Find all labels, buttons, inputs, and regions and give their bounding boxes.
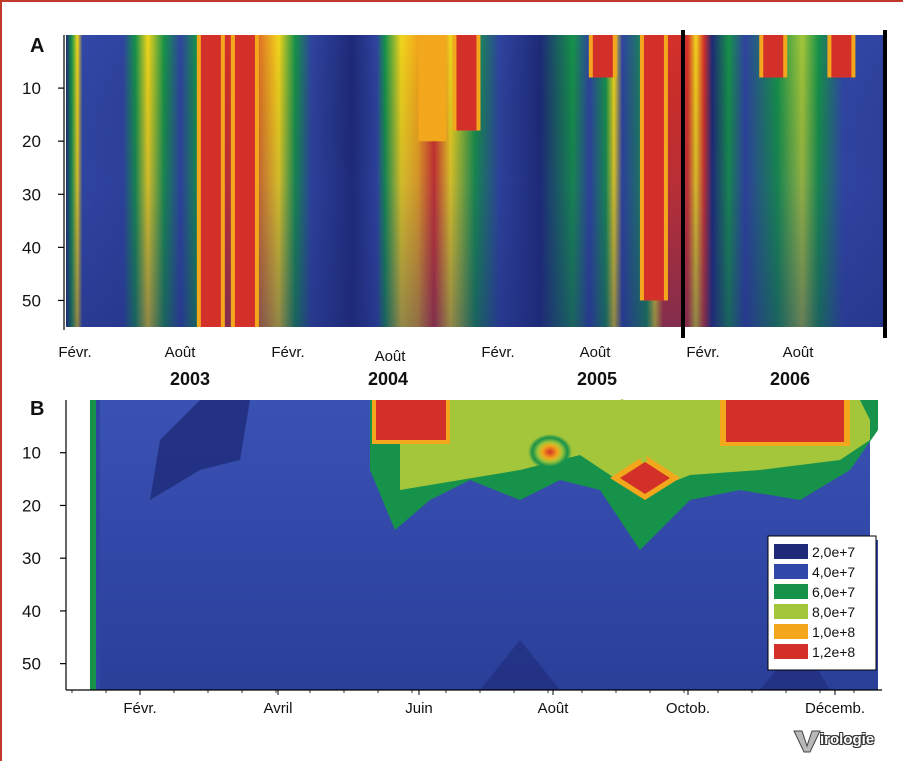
panel-a-label: A <box>30 35 44 57</box>
panel-b-x-tick-label: Juin <box>405 700 433 717</box>
panel-a-y-ticks: 10 20 30 40 50 <box>22 79 64 310</box>
panel-a-year-label: 2005 <box>577 369 617 389</box>
legend-label: 8,0e+7 <box>812 604 855 620</box>
panel-a-y-tick-label: 30 <box>22 185 41 204</box>
panel-a-hot-band <box>831 35 852 78</box>
panel-b-x-tick-label: Octob. <box>666 700 710 717</box>
virologie-logo: irologie <box>792 728 900 754</box>
panel-a-x-tick-label: Févr. <box>58 344 91 361</box>
panel-a-x-tick-label: Août <box>783 344 815 361</box>
panel-b-x-tick-label: Avril <box>264 700 293 717</box>
logo-text: irologie <box>820 731 875 748</box>
panel-a-x-tick-label: Févr. <box>686 344 719 361</box>
panel-b-x-tick-label: Févr. <box>123 700 156 717</box>
legend-items: 2,0e+7 4,0e+7 6,0e+7 8,0e+7 1,0e+8 1,2e+8 <box>774 544 855 660</box>
legend-label: 6,0e+7 <box>812 584 855 600</box>
panel-a-x-tick-label: Août <box>580 344 612 361</box>
panel-b-x-ticks: Févr. Avril Juin Août Octob. Décemb. <box>71 690 865 717</box>
legend-label: 1,0e+8 <box>812 624 855 640</box>
panel-b-label: B <box>30 398 44 420</box>
panel-a-x-ticks: Févr. Août Févr. Août Févr. Août Févr. Août <box>58 344 814 365</box>
panel-b-y-tick-label: 40 <box>22 602 41 621</box>
panel-b-dark-region <box>150 400 250 500</box>
panel-b-y-tick-label: 30 <box>22 549 41 568</box>
panel-b-hot-june <box>376 400 446 440</box>
panel-a-x-tick-label: Févr. <box>481 344 514 361</box>
panel-a-year-label: 2004 <box>368 369 408 389</box>
panel-b-hot-september <box>620 462 670 494</box>
panel-b-hot-november <box>726 400 844 442</box>
panel-a-y-tick-label: 50 <box>22 291 41 310</box>
panel-b-x-tick-label: Décemb. <box>805 700 865 717</box>
logo-v-icon <box>793 730 821 753</box>
legend-swatch <box>774 644 808 659</box>
frame-left-border <box>0 0 2 761</box>
panel-a-x-tick-label: Août <box>165 344 197 361</box>
panel-b-y-ticks: 10 20 30 40 50 <box>22 444 66 674</box>
panel-b: 10 20 30 40 50 Févr. Avril Juin Août Octob. Décem… <box>22 398 882 717</box>
panel-a-hot-band <box>763 35 784 78</box>
panel-a-year-labels: 2003 2004 2005 2006 <box>170 369 810 389</box>
panel-a-x-tick-label: Févr. <box>271 344 304 361</box>
legend-label: 1,2e+8 <box>812 644 855 660</box>
legend: 2,0e+7 4,0e+7 6,0e+7 8,0e+7 1,0e+8 1,2e+8 <box>767 535 877 671</box>
legend-label: 2,0e+7 <box>812 544 855 560</box>
legend-swatch <box>774 544 808 559</box>
panel-a-y-tick-label: 40 <box>22 238 41 257</box>
legend-swatch <box>774 564 808 579</box>
panel-a-hot-band <box>643 35 664 301</box>
legend-swatch <box>774 584 808 599</box>
panel-b-y-tick-label: 50 <box>22 655 41 674</box>
legend-label: 4,0e+7 <box>812 564 855 580</box>
panel-a-hot-band <box>234 35 255 327</box>
legend-swatch <box>774 604 808 619</box>
frame-top-border <box>0 0 903 2</box>
panel-a-y-tick-label: 20 <box>22 132 41 151</box>
panel-a-bands <box>196 35 856 327</box>
panel-a-year-label: 2006 <box>770 369 810 389</box>
panel-a-hot-band <box>422 35 443 142</box>
panel-b-left-edge <box>90 400 96 690</box>
panel-a-x-tick-label: Août <box>375 348 407 365</box>
panel-a-y-tick-label: 10 <box>22 79 41 98</box>
legend-swatch <box>774 624 808 639</box>
panel-a-year-label: 2003 <box>170 369 210 389</box>
panel-a-hot-band <box>200 35 221 327</box>
panel-a-hot-band <box>456 35 477 131</box>
panel-b-y-tick-label: 10 <box>22 444 41 463</box>
panel-a-hot-band <box>592 35 613 78</box>
panel-b-y-tick-label: 20 <box>22 496 41 515</box>
panel-b-hot-august <box>528 434 572 470</box>
panel-b-x-tick-label: Août <box>538 700 570 717</box>
